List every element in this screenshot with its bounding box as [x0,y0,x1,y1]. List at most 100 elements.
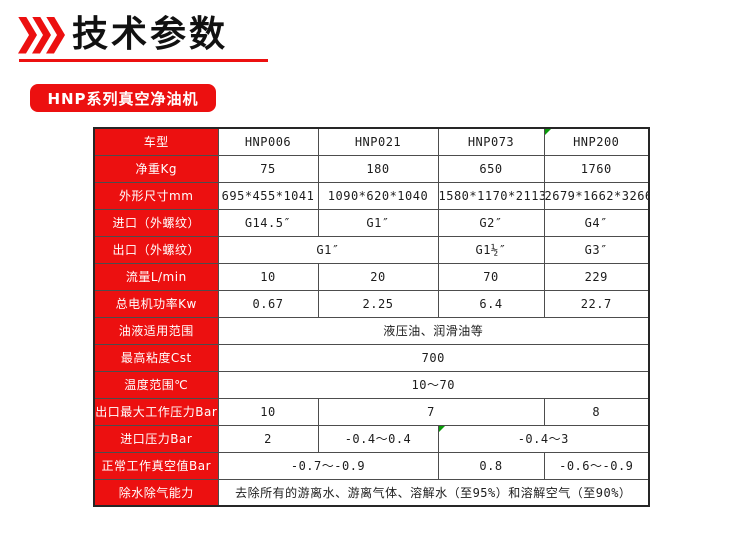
cell-text: 20 [370,269,386,284]
value-cell: 229 [543,262,650,291]
cell-text: 695*455*1041 [221,188,315,203]
value-cell: 650 [437,154,545,183]
cell-text: 2 [264,431,272,446]
cell-text: 10 [260,404,276,419]
table-row: 总电机功率Kw 0.67 2.25 6.4 22.7 [93,289,650,318]
row-label-cell: 车型 [93,127,219,156]
cell-text: G1″ [316,242,340,257]
value-cell: 2679*1662*3266 [543,181,650,210]
row-label-cell: 最高粘度Cst [93,343,219,372]
value-cell: -0.7～-0.9 [217,451,439,480]
table-row: 正常工作真空值Bar -0.7～-0.9 0.8 -0.6～-0.9 [93,451,650,480]
value-cell: 1580*1170*2113 [437,181,545,210]
chevron-right-icon [18,16,37,54]
cell-text: 8 [592,404,601,419]
value-cell: 去除所有的游离水、游离气体、溶解水（至95%）和溶解空气（至90%） [217,478,650,507]
model-header-cell: HNP021 [317,127,439,156]
triple-chevron-right-icon [18,16,65,54]
value-cell: -0.4～0.4 [317,424,439,453]
cell-text: 75 [260,161,276,176]
value-cell: 1760 [543,154,650,183]
table-row: 出口最大工作压力Bar 10 7 8 [93,397,650,426]
row-label-cell: 净重Kg [93,154,219,183]
table-row: 温度范围℃ 10～70 [93,370,650,399]
value-cell: 2.25 [317,289,439,318]
cell-text: G3″ [584,242,608,257]
cell-text: 1090*620*1040 [327,188,429,203]
value-cell: G14.5″ [217,208,319,237]
series-badge: HNP系列真空净油机 [30,84,216,112]
cell-text: HNP021 [354,134,402,149]
cell-text: G1½″ [475,242,507,257]
cell-text: 10～70 [411,378,455,392]
table-row: 进口压力Bar 2 -0.4～0.4 -0.4～3 [93,424,650,453]
value-cell: 10 [217,397,319,426]
cell-text: 0.8 [479,458,503,473]
cell-text: 6.4 [479,296,503,311]
value-cell: 1090*620*1040 [317,181,439,210]
table-row: 最高粘度Cst 700 [93,343,650,372]
value-cell: G1″ [317,208,439,237]
cell-text: HNP073 [467,134,515,149]
row-label-cell: 流量L/min [93,262,219,291]
cell-text: 去除所有的游离水、游离气体、溶解水（至95%）和溶解空气（至90%） [235,485,632,500]
value-cell: 695*455*1041 [217,181,319,210]
model-header-cell: HNP200 [543,127,650,156]
cell-text: -0.6～-0.9 [559,459,634,473]
table-row: 进口（外螺纹） G14.5″ G1″ G2″ G4″ [93,208,650,237]
cell-text: -0.4～3 [517,432,569,446]
excel-error-marker-icon [545,129,551,135]
title-underline [19,59,268,62]
cell-text: -0.7～-0.9 [290,459,366,473]
table-row: 车型 HNP006 HNP021 HNP073 HNP200 [93,127,650,156]
value-cell: 0.67 [217,289,319,318]
row-label-cell: 出口最大工作压力Bar [93,397,219,426]
row-label-cell: 出口（外螺纹） [93,235,219,264]
value-cell: 70 [437,262,545,291]
cell-text: -0.4～0.4 [344,432,412,446]
cell-text: 2679*1662*3266 [544,188,649,203]
value-cell: -0.6～-0.9 [543,451,650,480]
cell-text: 229 [584,269,608,284]
excel-error-marker-icon [439,426,445,432]
row-label-cell: 进口压力Bar [93,424,219,453]
cell-text: 0.67 [252,296,284,311]
page-header: 技术参数 [18,12,228,58]
row-label-cell: 总电机功率Kw [93,289,219,318]
value-cell: 液压油、润滑油等 [217,316,650,345]
value-cell: 10 [217,262,319,291]
value-cell: -0.4～3 [437,424,650,453]
value-cell: 700 [217,343,650,372]
cell-text: G14.5″ [244,215,292,230]
cell-text: 22.7 [580,296,612,311]
spec-table: 车型 HNP006 HNP021 HNP073 HNP200 净重Kg 75 180 650 17… [93,127,650,507]
cell-text: 2.25 [362,296,394,311]
cell-text: HNP006 [244,134,292,149]
cell-text: G2″ [479,215,503,230]
cell-text: 7 [427,404,435,419]
cell-text: 180 [366,161,390,176]
model-header-cell: HNP073 [437,127,545,156]
value-cell: G4″ [543,208,650,237]
value-cell: 6.4 [437,289,545,318]
value-cell: 20 [317,262,439,291]
cell-text: 1760 [580,161,612,176]
spec-table-body: 车型 HNP006 HNP021 HNP073 HNP200 净重Kg 75 180 650 17… [93,127,650,507]
row-label-cell: 进口（外螺纹） [93,208,219,237]
table-row: 外形尺寸mm 695*455*1041 1090*620*1040 1580*1170… [93,181,650,210]
value-cell: 10～70 [217,370,650,399]
value-cell: 8 [543,397,650,426]
page-title: 技术参数 [72,14,229,55]
table-row: 出口（外螺纹） G1″ G1½″ G3″ [93,235,650,264]
row-label-cell: 油液适用范围 [93,316,219,345]
cell-text: 1580*1170*2113 [438,188,544,203]
cell-text: 650 [479,161,503,176]
cell-text: 液压油、润滑油等 [383,324,484,338]
cell-text: 70 [483,269,499,284]
model-header-cell: HNP006 [217,127,319,156]
row-label-cell: 除水除气能力 [93,478,219,507]
value-cell: G1½″ [437,235,545,264]
value-cell: 2 [217,424,319,453]
value-cell: 180 [317,154,439,183]
row-label-cell: 外形尺寸mm [93,181,219,210]
